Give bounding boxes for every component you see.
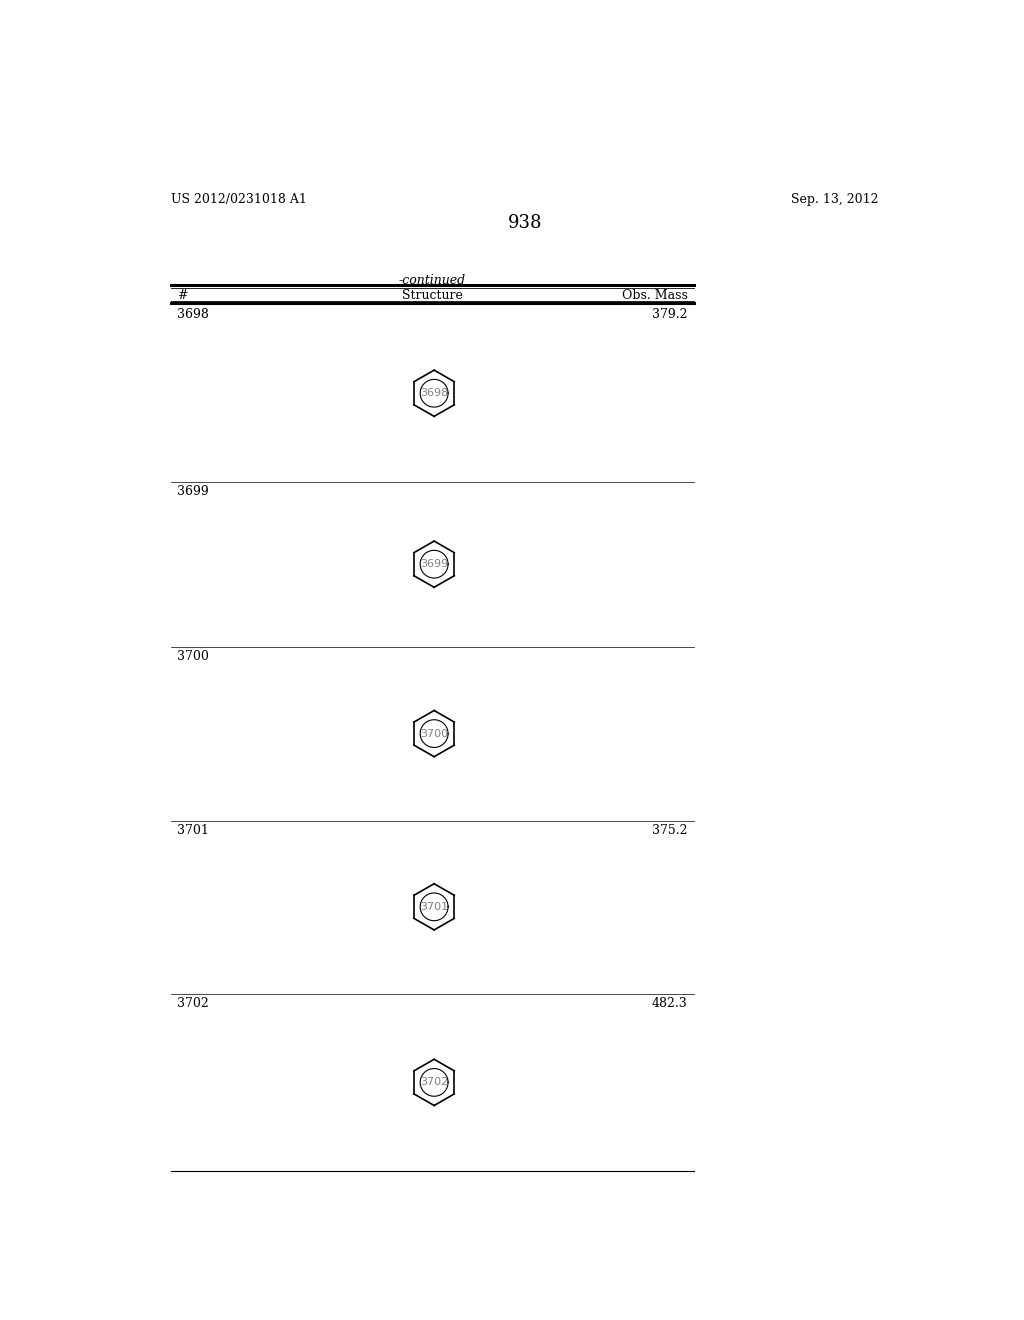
Text: -continued: -continued <box>398 275 466 286</box>
Text: 3700: 3700 <box>177 651 209 664</box>
Text: 379.2: 379.2 <box>652 308 687 321</box>
Text: 3699: 3699 <box>420 560 449 569</box>
Text: 3701: 3701 <box>420 902 449 912</box>
Text: 3700: 3700 <box>420 729 449 739</box>
Text: 375.2: 375.2 <box>652 824 687 837</box>
Text: 3702: 3702 <box>420 1077 449 1088</box>
Text: 3698: 3698 <box>420 388 449 399</box>
Text: 482.3: 482.3 <box>652 997 687 1010</box>
Text: Structure: Structure <box>401 289 463 302</box>
Text: 938: 938 <box>508 214 542 232</box>
Text: Sep. 13, 2012: Sep. 13, 2012 <box>792 193 879 206</box>
Text: 3698: 3698 <box>177 308 209 321</box>
Text: US 2012/0231018 A1: US 2012/0231018 A1 <box>171 193 306 206</box>
Text: 3701: 3701 <box>177 824 209 837</box>
Text: #: # <box>177 289 187 302</box>
Text: Obs. Mass: Obs. Mass <box>622 289 687 302</box>
Text: 3699: 3699 <box>177 484 209 498</box>
Text: 3702: 3702 <box>177 997 209 1010</box>
